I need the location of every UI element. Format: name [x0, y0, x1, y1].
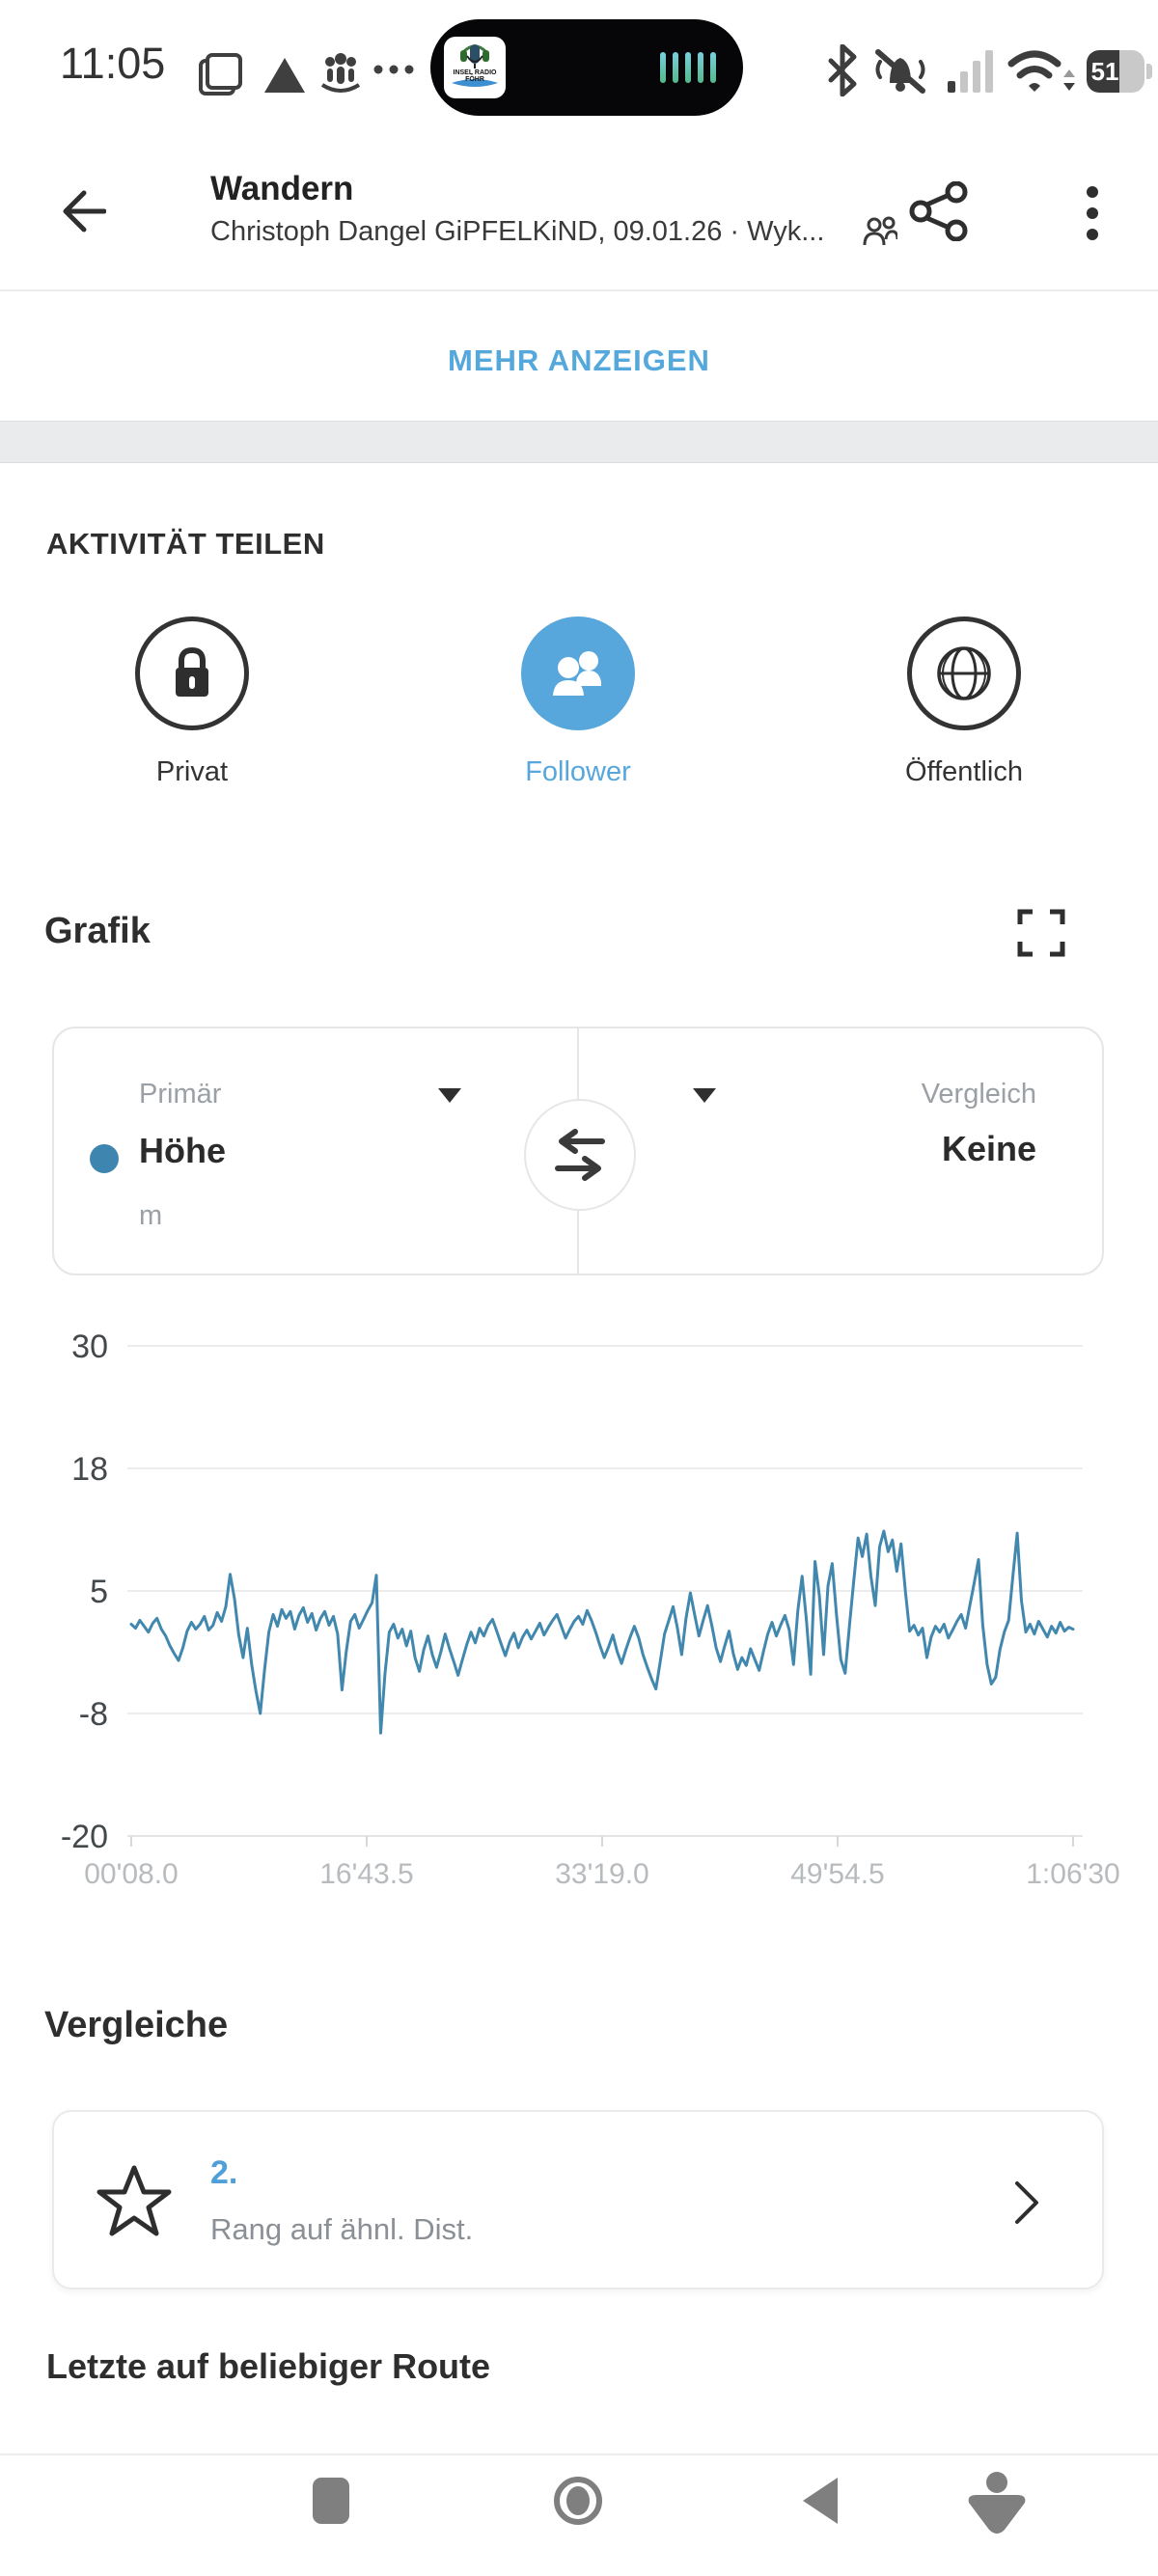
battery-icon: 51 [1087, 50, 1144, 93]
privacy-option-follower[interactable] [521, 617, 635, 730]
nav-home-button[interactable] [552, 2475, 604, 2527]
privacy-label-privat: Privat [155, 756, 229, 787]
y-tick-5: 5 [90, 1574, 108, 1610]
back-button[interactable] [62, 189, 106, 233]
privacy-label-follower: Follower [525, 756, 631, 787]
x-tick-2: 16'43.5 [319, 1858, 414, 1890]
y-tick--8: -8 [79, 1696, 108, 1733]
primary-metric-dot [90, 1144, 119, 1173]
page-title: Wandern [210, 170, 354, 207]
routes-section-heading: Letzte auf beliebiger Route [46, 2346, 491, 2386]
privacy-label-oeffentlich: Öffentlich [905, 756, 1023, 787]
x-tick-3: 33'19.0 [555, 1858, 649, 1890]
x-tick-4: 49'54.5 [790, 1858, 885, 1890]
graph-section-heading: Grafik [44, 911, 151, 951]
equalizer-bars-icon [660, 52, 716, 83]
primary-dropdown-caret-icon[interactable] [438, 1088, 461, 1103]
triangle-icon [264, 58, 305, 93]
chart-gridlines [127, 1345, 1083, 1847]
elevation-chart[interactable]: 30 18 5 -8 -20 00'08.0 16'43.5 33'19.0 4… [0, 1283, 1158, 1920]
rank-card[interactable]: 2. Rang auf ähnl. Dist. [52, 2110, 1104, 2289]
globe-icon [937, 646, 991, 700]
battery-nub [1146, 64, 1152, 79]
nav-assistant-button[interactable] [965, 2470, 1029, 2539]
privacy-option-oeffentlich[interactable] [907, 617, 1021, 730]
more-dots-icon [373, 65, 414, 74]
compare-value[interactable]: Keine [941, 1129, 1036, 1168]
x-tick-1: 00'08.0 [84, 1858, 179, 1890]
media-player-pill[interactable]: INSEL RADIO FÖHR [430, 19, 743, 116]
header-divider [0, 289, 1158, 291]
signal-icon [948, 50, 993, 93]
privacy-option-privat[interactable] [135, 617, 249, 730]
status-time: 11:05 [60, 39, 166, 88]
primary-metric-unit: m [139, 1200, 163, 1231]
compare-section-heading: Vergleiche [44, 2005, 229, 2045]
family-icon [320, 53, 361, 93]
x-tick-5: 1:06'30 [1026, 1858, 1120, 1890]
swap-metrics-button[interactable] [524, 1099, 636, 1211]
mute-bell-icon [875, 49, 925, 94]
y-tick-18: 18 [71, 1451, 108, 1488]
battery-percent: 51 [1090, 57, 1119, 86]
primary-metric-value[interactable]: Höhe [139, 1131, 226, 1170]
primary-label: Primär [139, 1079, 222, 1110]
bluetooth-icon [828, 44, 857, 96]
compare-dropdown-caret-icon[interactable] [693, 1088, 716, 1103]
share-button[interactable] [909, 181, 969, 241]
y-tick--20: -20 [61, 1819, 108, 1855]
y-tick-30: 30 [71, 1329, 108, 1365]
connections-icon [863, 216, 897, 246]
rank-description: Rang auf ähnl. Dist. [210, 2212, 474, 2246]
floating-window-icon [199, 53, 242, 96]
compare-label: Vergleich [921, 1079, 1036, 1110]
share-section-heading: AKTIVITÄT TEILEN [46, 527, 325, 561]
swap-arrows-icon [555, 1129, 605, 1181]
activity-subtitle: Christoph Dangel GiPFELKiND, 09.01.26 · … [210, 216, 825, 247]
star-icon [96, 2165, 172, 2236]
section-separator-band [0, 421, 1158, 463]
fullscreen-button[interactable] [1017, 909, 1065, 957]
people-icon [553, 651, 601, 696]
chart-x-axis: 00'08.0 16'43.5 33'19.0 49'54.5 1:06'30 [84, 1858, 1120, 1890]
nav-recents-button[interactable] [313, 2478, 349, 2524]
chart-y-axis: 30 18 5 -8 -20 [61, 1329, 108, 1855]
show-more-link[interactable]: MEHR ANZEIGEN [448, 343, 710, 377]
lock-icon [176, 646, 208, 697]
nav-back-button[interactable] [801, 2476, 840, 2526]
album-art: INSEL RADIO FÖHR [444, 37, 506, 98]
overflow-menu-button[interactable] [1083, 185, 1102, 241]
radio-mic-graphic [452, 44, 498, 87]
chevron-right-icon [1015, 2181, 1038, 2224]
rank-value: 2. [210, 2154, 238, 2191]
wifi-icon [1007, 50, 1075, 92]
elevation-line-series [129, 1529, 1075, 1735]
station-name: INSEL RADIO FÖHR [453, 69, 497, 83]
